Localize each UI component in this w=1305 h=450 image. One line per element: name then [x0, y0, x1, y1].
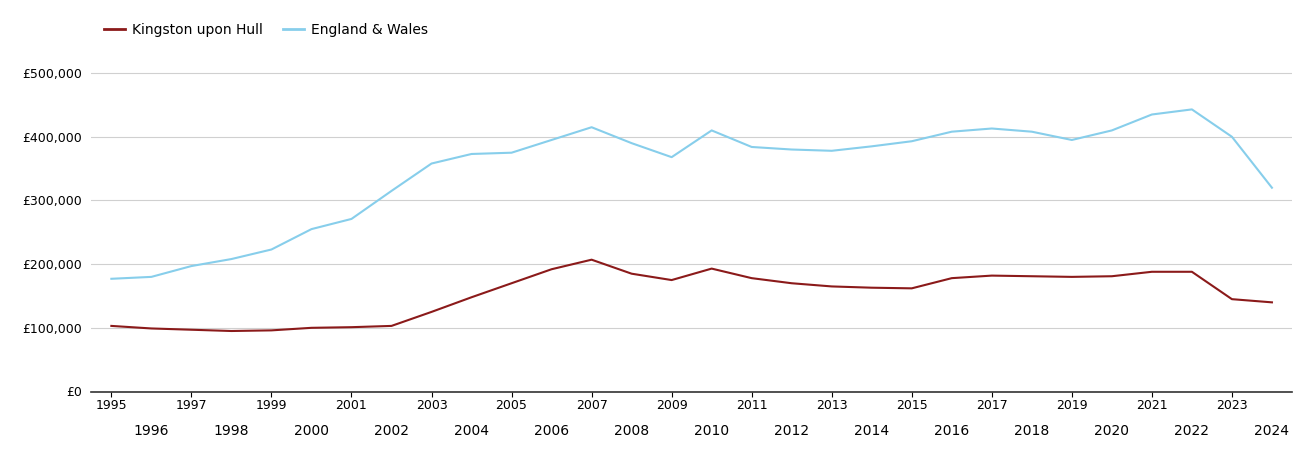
Legend: Kingston upon Hull, England & Wales: Kingston upon Hull, England & Wales	[98, 17, 433, 42]
